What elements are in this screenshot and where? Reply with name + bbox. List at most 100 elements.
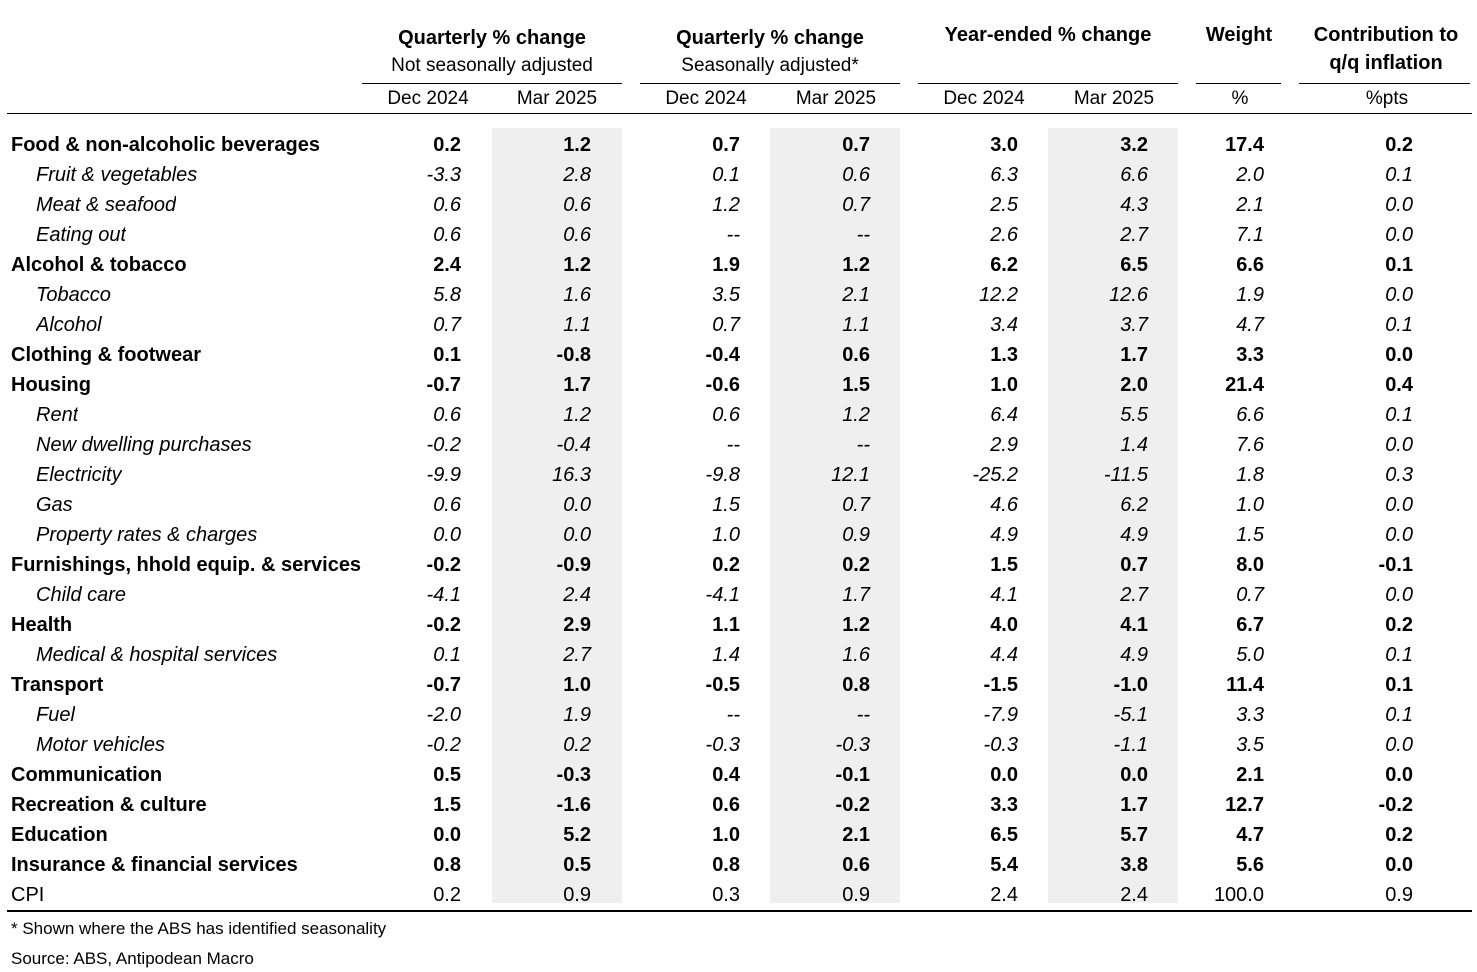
table-cell: 0.0 — [1385, 584, 1413, 606]
row-label: Furnishings, hhold equip. & services — [11, 554, 362, 576]
table-cell: 0.2 — [842, 554, 870, 576]
row-label: Tobacco — [36, 284, 111, 306]
table-cell: 5.7 — [1120, 824, 1148, 846]
table-cell: -0.2 — [835, 794, 870, 816]
table-cell: 0.0 — [1385, 764, 1413, 786]
table-cell: 4.3 — [1120, 194, 1148, 216]
table-cell: 3.7 — [1120, 314, 1148, 336]
table-cell: -0.2 — [426, 554, 461, 576]
table-cell: 0.9 — [842, 884, 870, 906]
column-group-title: Contribution to — [1313, 24, 1459, 46]
table-cell: -0.3 — [556, 764, 591, 786]
table-cell: 17.4 — [1225, 134, 1264, 156]
table-cell: -1.0 — [1113, 674, 1148, 696]
table-cell: 3.4 — [990, 314, 1018, 336]
table-cell: 3.3 — [990, 794, 1018, 816]
table-cell: 0.6 — [433, 404, 461, 426]
table-cell: 6.6 — [1120, 164, 1148, 186]
table-cell: 4.9 — [1120, 644, 1148, 666]
table-cell: 1.6 — [563, 284, 591, 306]
table-cell: 0.9 — [1385, 884, 1413, 906]
column-group-subtitle: Seasonally adjusted* — [681, 55, 859, 76]
table-cell: 1.0 — [712, 524, 740, 546]
table-cell: 0.0 — [433, 524, 461, 546]
table-cell: 1.5 — [990, 554, 1018, 576]
table-cell: 0.7 — [1120, 554, 1148, 576]
row-label: Recreation & culture — [11, 794, 207, 816]
table-cell: -25.2 — [972, 464, 1018, 486]
table-cell: -- — [726, 704, 740, 726]
table-cell: 0.8 — [712, 854, 740, 876]
table-cell: -0.9 — [556, 554, 591, 576]
table-cell: 2.0 — [1120, 374, 1148, 396]
row-label: Child care — [36, 584, 127, 606]
table-cell: 1.5 — [842, 374, 870, 396]
table-cell: 0.2 — [1385, 614, 1413, 636]
row-label: Transport — [11, 674, 104, 696]
table-cell: 2.1 — [1236, 764, 1264, 786]
table-cell: 1.8 — [1236, 464, 1264, 486]
table-cell: -- — [856, 224, 870, 246]
row-label: Alcohol & tobacco — [11, 254, 187, 276]
table-cell: 0.2 — [563, 734, 591, 756]
table-cell: 2.7 — [1120, 224, 1148, 246]
table-cell: 1.2 — [563, 134, 591, 156]
table-cell: 21.4 — [1225, 374, 1264, 396]
table-cell: 1.5 — [433, 794, 461, 816]
table-cell: 0.0 — [990, 764, 1018, 786]
column-header: Dec 2024 — [387, 88, 469, 109]
table-cell: 0.0 — [1385, 434, 1413, 456]
table-cell: 7.1 — [1236, 224, 1264, 246]
table-cell: -0.7 — [426, 674, 461, 696]
row-label: Housing — [11, 374, 91, 396]
table-cell: 1.0 — [712, 824, 740, 846]
table-cell: 0.1 — [1385, 644, 1413, 666]
table-cell: 2.8 — [563, 164, 591, 186]
column-header: Dec 2024 — [943, 88, 1025, 109]
column-header: Mar 2025 — [1073, 88, 1155, 109]
table-cell: 0.7 — [433, 314, 461, 336]
table-cell: 0.8 — [842, 674, 870, 696]
table-cell: -- — [856, 704, 870, 726]
row-label: CPI — [11, 884, 45, 906]
table-cell: 4.4 — [990, 644, 1018, 666]
table-cell: 3.5 — [712, 284, 740, 306]
table-cell: 0.1 — [1385, 164, 1413, 186]
table-cell: -0.4 — [705, 344, 740, 366]
table-cell: 1.0 — [1236, 494, 1264, 516]
table-cell: 5.4 — [990, 854, 1018, 876]
row-label: New dwelling purchases — [36, 434, 252, 456]
table-cell: 1.3 — [990, 344, 1018, 366]
table-cell: 0.6 — [842, 344, 870, 366]
table-cell: 0.0 — [1385, 734, 1413, 756]
row-label: Eating out — [36, 224, 127, 246]
table-cell: -11.5 — [1103, 464, 1148, 486]
table-cell: 1.4 — [1120, 434, 1148, 456]
table-cell: 4.7 — [1236, 314, 1264, 336]
table-cell: 3.3 — [1236, 344, 1264, 366]
table-cell: 4.1 — [990, 584, 1018, 606]
table-cell: 0.1 — [1385, 314, 1413, 336]
shaded-column-band — [492, 128, 622, 903]
table-cell: -- — [856, 434, 870, 456]
table-cell: 4.9 — [1120, 524, 1148, 546]
row-label: Fuel — [36, 704, 75, 726]
table-cell: 2.5 — [990, 194, 1018, 216]
table-cell: 1.7 — [563, 374, 591, 396]
column-header: % — [1231, 88, 1249, 109]
table-cell: 2.9 — [563, 614, 591, 636]
table-cell: 0.1 — [1385, 254, 1413, 276]
table-cell: 0.0 — [1120, 764, 1148, 786]
column-header: Mar 2025 — [516, 88, 598, 109]
table-cell: 1.9 — [712, 254, 740, 276]
row-label: Electricity — [36, 464, 122, 486]
table-cell: 8.0 — [1236, 554, 1264, 576]
table-cell: 1.9 — [563, 704, 591, 726]
table-cell: 0.6 — [712, 794, 740, 816]
table-cell: -0.8 — [556, 344, 591, 366]
table-cell: 0.5 — [433, 764, 461, 786]
table-cell: 5.8 — [433, 284, 461, 306]
table-cell: 1.7 — [1120, 794, 1148, 816]
column-header: %pts — [1365, 88, 1409, 109]
row-label: Clothing & footwear — [11, 344, 201, 366]
